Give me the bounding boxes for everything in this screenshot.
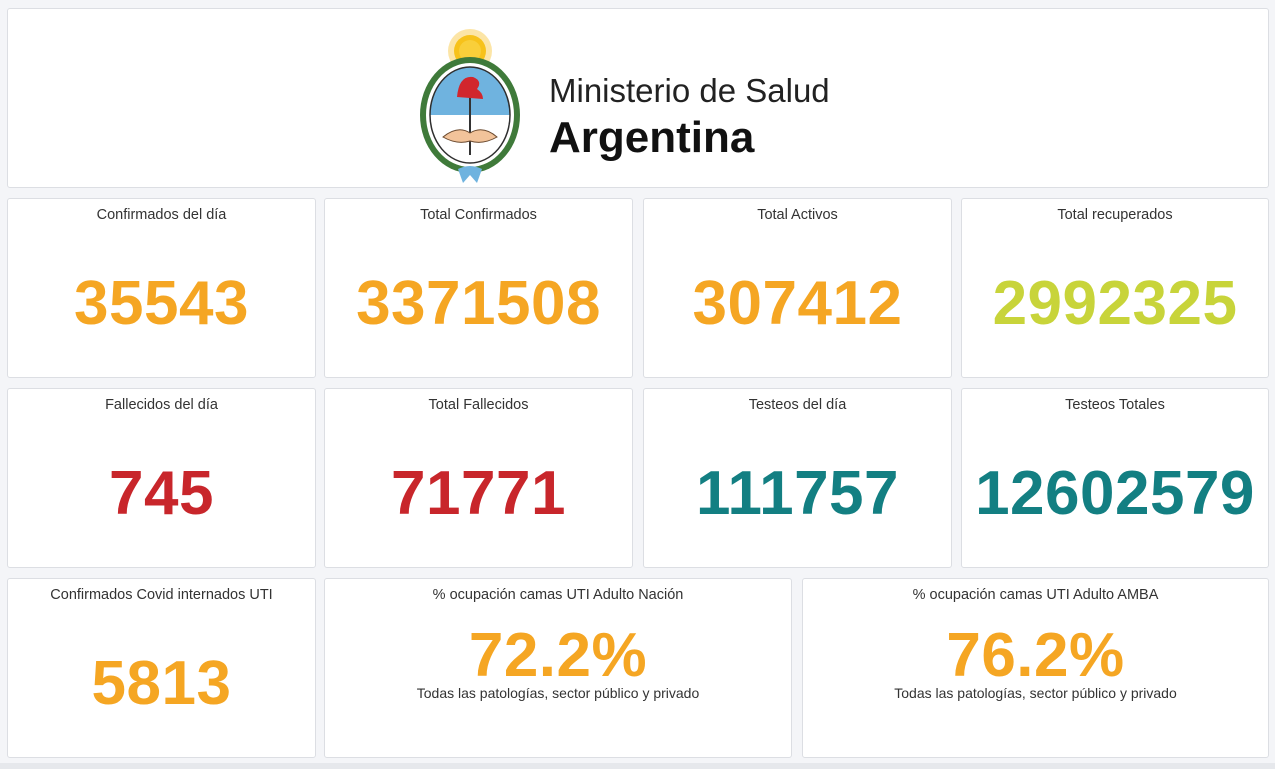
stat-label: Total Fallecidos (428, 397, 529, 413)
stat-label: % ocupación camas UTI Adulto Nación (432, 587, 684, 603)
stat-value: 72.2% (468, 621, 648, 690)
stat-value: 3371508 (356, 269, 601, 338)
stat-value: 745 (109, 459, 214, 528)
stat-value: 2992325 (992, 269, 1238, 338)
stat-label: Total recuperados (1057, 207, 1173, 223)
stat-label: Fallecidos del día (105, 397, 218, 413)
stat-note: Todas las patologías, sector público y p… (416, 685, 700, 701)
stat-value: 5813 (91, 649, 232, 718)
stat-card-total-fallecidos: Total Fallecidos 71771 (324, 388, 633, 568)
stat-card-confirmados-dia: Confirmados del día 35543 (7, 198, 316, 378)
next-row-edge (0, 763, 1275, 769)
stat-label: % ocupación camas UTI Adulto AMBA (912, 587, 1159, 603)
stat-card-testeos-dia: Testeos del día 111757 (643, 388, 952, 568)
stat-value: 12602579 (975, 459, 1255, 528)
stat-label: Total Confirmados (420, 207, 537, 223)
coat-of-arms-icon (420, 29, 520, 183)
stat-card-internados-uti: Confirmados Covid internados UTI 5813 (7, 578, 316, 758)
stat-label: Confirmados Covid internados UTI (50, 587, 273, 603)
stat-card-ocupacion-nacion: % ocupación camas UTI Adulto Nación 72.2… (324, 578, 792, 758)
stat-label: Confirmados del día (96, 207, 227, 223)
stat-label: Testeos Totales (1065, 397, 1165, 413)
stat-card-testeos-totales: Testeos Totales 12602579 (961, 388, 1269, 568)
stat-card-total-confirmados: Total Confirmados 3371508 (324, 198, 633, 378)
header-logo: Ministerio de Salud Argentina (413, 27, 853, 187)
stat-label: Testeos del día (748, 397, 847, 413)
stat-label: Total Activos (757, 207, 838, 223)
stat-value: 111757 (695, 459, 900, 528)
stat-note: Todas las patologías, sector público y p… (894, 685, 1177, 701)
org-name-line2: Argentina (549, 113, 755, 162)
stat-card-total-activos: Total Activos 307412 (643, 198, 952, 378)
stat-value: 307412 (692, 269, 903, 338)
stat-card-ocupacion-amba: % ocupación camas UTI Adulto AMBA 76.2% … (802, 578, 1269, 758)
stat-value: 35543 (74, 269, 249, 338)
stat-value: 71771 (391, 459, 566, 528)
stat-value: 76.2% (946, 621, 1125, 690)
header-panel: Ministerio de Salud Argentina (7, 8, 1269, 188)
stat-card-total-recuperados: Total recuperados 2992325 (961, 198, 1269, 378)
stat-card-fallecidos-dia: Fallecidos del día 745 (7, 388, 316, 568)
org-name-line1: Ministerio de Salud (549, 72, 830, 109)
